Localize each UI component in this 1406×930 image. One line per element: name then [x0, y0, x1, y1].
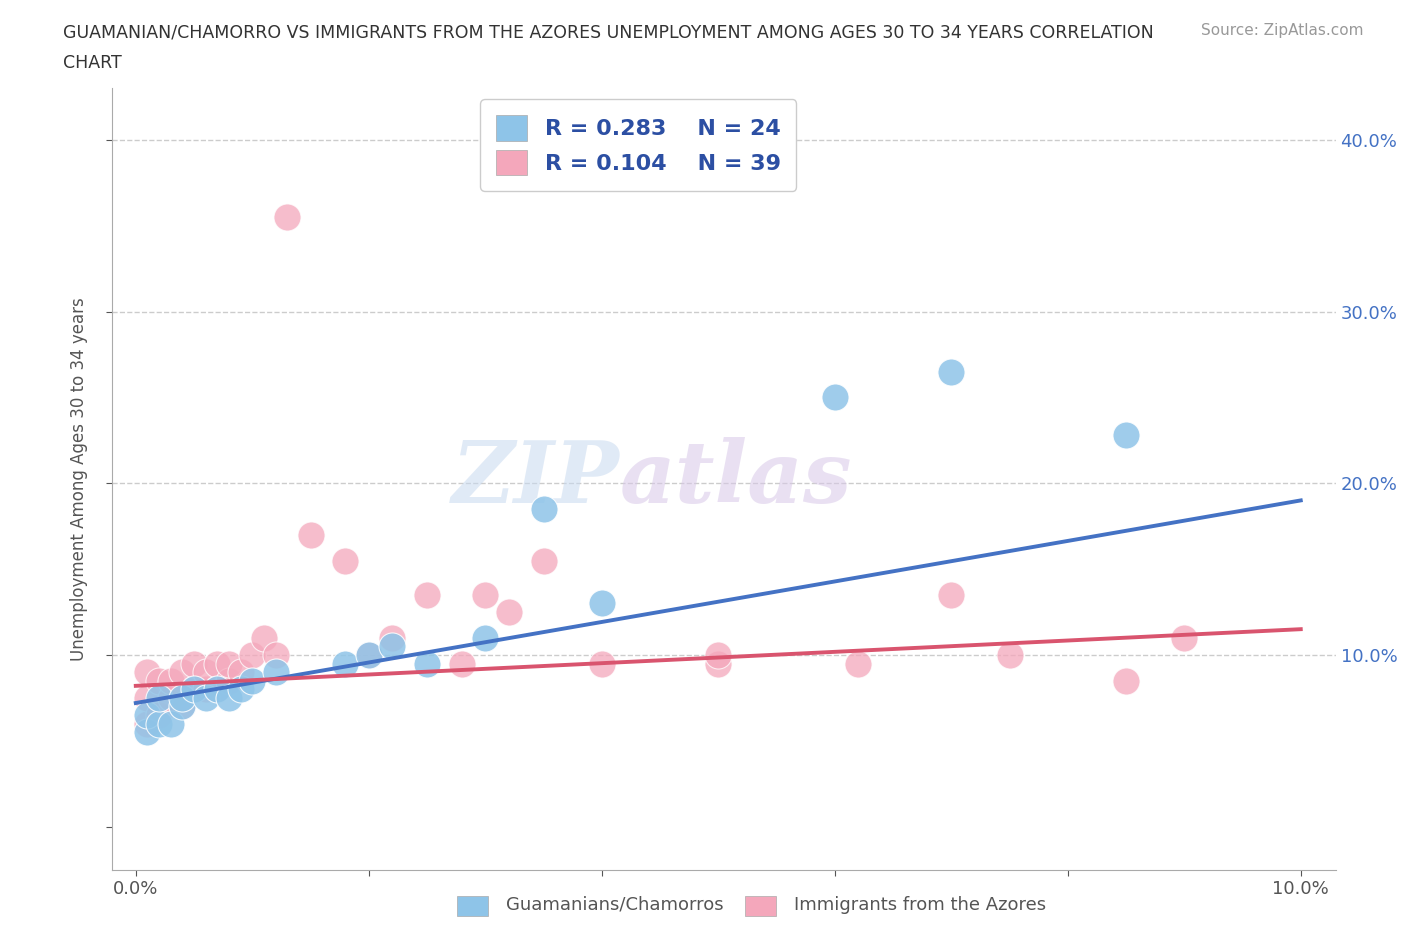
- Point: [194, 665, 217, 680]
- Point: [533, 553, 555, 568]
- Point: [207, 656, 229, 671]
- Point: [824, 390, 846, 405]
- Point: [264, 647, 287, 662]
- Point: [172, 699, 194, 714]
- Text: GUAMANIAN/CHAMORRO VS IMMIGRANTS FROM THE AZORES UNEMPLOYMENT AMONG AGES 30 TO 3: GUAMANIAN/CHAMORRO VS IMMIGRANTS FROM TH…: [63, 23, 1154, 41]
- Y-axis label: Unemployment Among Ages 30 to 34 years: Unemployment Among Ages 30 to 34 years: [70, 297, 89, 661]
- Point: [172, 665, 194, 680]
- Point: [299, 527, 322, 542]
- Point: [207, 682, 229, 697]
- Point: [148, 708, 170, 723]
- Point: [941, 365, 963, 379]
- Point: [1115, 428, 1137, 443]
- Point: [451, 656, 474, 671]
- Point: [218, 656, 240, 671]
- Point: [148, 690, 170, 705]
- Point: [1173, 631, 1195, 645]
- Point: [591, 656, 613, 671]
- Point: [357, 647, 380, 662]
- Point: [194, 690, 217, 705]
- Point: [159, 673, 181, 688]
- Point: [148, 716, 170, 731]
- Point: [381, 631, 404, 645]
- Text: ZIP: ZIP: [453, 437, 620, 521]
- Point: [941, 588, 963, 603]
- Point: [159, 716, 181, 731]
- Point: [183, 682, 205, 697]
- Point: [707, 656, 730, 671]
- Point: [136, 724, 159, 739]
- Point: [194, 682, 217, 697]
- Point: [172, 699, 194, 714]
- Point: [474, 631, 496, 645]
- Point: [136, 708, 159, 723]
- Point: [1115, 673, 1137, 688]
- Point: [218, 690, 240, 705]
- Point: [335, 656, 357, 671]
- Point: [474, 588, 496, 603]
- Text: CHART: CHART: [63, 54, 122, 72]
- Text: Immigrants from the Azores: Immigrants from the Azores: [794, 896, 1046, 913]
- Point: [998, 647, 1021, 662]
- Point: [136, 716, 159, 731]
- Point: [240, 647, 263, 662]
- Point: [846, 656, 869, 671]
- Text: atlas: atlas: [620, 437, 852, 521]
- Point: [253, 631, 276, 645]
- Point: [172, 690, 194, 705]
- Point: [707, 647, 730, 662]
- Point: [533, 501, 555, 516]
- Point: [136, 665, 159, 680]
- Point: [276, 209, 298, 224]
- Legend: R = 0.283    N = 24, R = 0.104    N = 39: R = 0.283 N = 24, R = 0.104 N = 39: [481, 100, 796, 191]
- Point: [416, 588, 439, 603]
- Point: [240, 673, 263, 688]
- Text: Guamanians/Chamorros: Guamanians/Chamorros: [506, 896, 724, 913]
- Point: [381, 639, 404, 654]
- Point: [229, 665, 252, 680]
- Point: [207, 682, 229, 697]
- Point: [159, 690, 181, 705]
- Point: [218, 673, 240, 688]
- Point: [183, 656, 205, 671]
- Point: [264, 665, 287, 680]
- Point: [498, 604, 520, 619]
- Point: [183, 682, 205, 697]
- Point: [148, 673, 170, 688]
- Point: [416, 656, 439, 671]
- Text: Source: ZipAtlas.com: Source: ZipAtlas.com: [1201, 23, 1364, 38]
- Point: [591, 596, 613, 611]
- Point: [357, 647, 380, 662]
- Point: [136, 690, 159, 705]
- Point: [335, 553, 357, 568]
- Point: [229, 682, 252, 697]
